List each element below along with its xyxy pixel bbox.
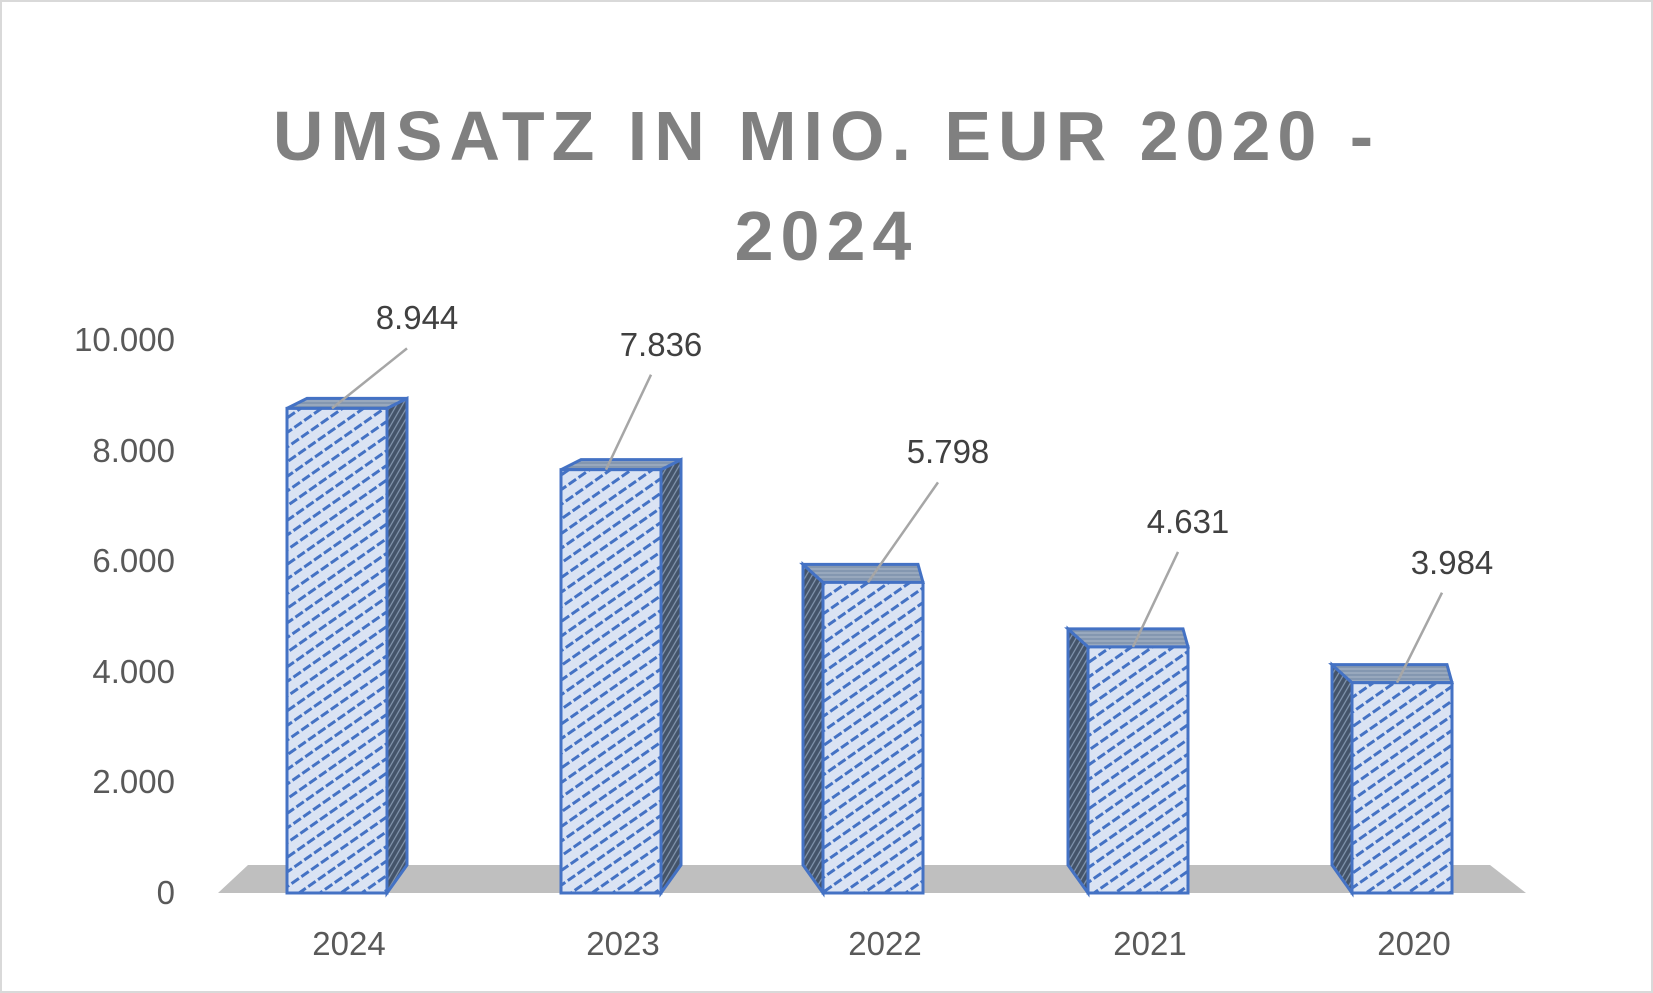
bar-side-face xyxy=(1066,625,1090,898)
data-label-2022: 5.798 xyxy=(906,433,990,471)
x-axis-tick-label: 2023 xyxy=(586,925,660,962)
bar-side-face xyxy=(385,395,409,898)
x-axis-tick-label: 2022 xyxy=(848,925,922,962)
leader-line xyxy=(1395,592,1444,684)
y-axis-tick-label: 0 xyxy=(156,874,175,911)
bar-side-face xyxy=(801,561,825,898)
y-axis-tick-label: 6.000 xyxy=(92,542,175,580)
x-axis-tick-label: 2021 xyxy=(1113,925,1187,962)
data-label-2023: 7.836 xyxy=(619,325,703,363)
bar-front-face xyxy=(559,468,663,895)
bar-side-face xyxy=(659,457,683,898)
bar-2020 xyxy=(1328,592,1454,898)
bar-2021 xyxy=(1064,551,1190,898)
x-axis-tick-label: 2024 xyxy=(312,925,386,962)
bar-2023 xyxy=(559,374,683,898)
x-axis-tick-label: 2020 xyxy=(1377,925,1451,962)
data-label-2024: 8.944 xyxy=(375,299,459,337)
chart-title-line-2: 2024 xyxy=(734,197,919,275)
bar-front-face xyxy=(821,580,925,895)
bar-2022 xyxy=(799,481,940,898)
bar-top-face xyxy=(1328,663,1454,685)
bar-top-face xyxy=(799,562,925,584)
bar-2024 xyxy=(285,347,409,898)
bar-front-face xyxy=(1086,645,1190,895)
bar-top-face xyxy=(1064,627,1190,649)
leader-line xyxy=(866,481,940,584)
data-label-2021: 4.631 xyxy=(1146,502,1230,540)
bar-front-face xyxy=(285,406,389,895)
leader-line xyxy=(1131,551,1180,648)
y-axis-tick-label: 8.000 xyxy=(92,431,175,469)
bar-side-face xyxy=(1330,661,1354,898)
leader-line xyxy=(604,374,653,471)
chart-title-line-1: UMSATZ IN MIO. EUR 2020 - xyxy=(272,97,1381,175)
y-axis-tick-label: 2.000 xyxy=(92,763,175,801)
bar-front-face xyxy=(1350,681,1454,895)
y-axis-tick-label: 4.000 xyxy=(92,652,175,690)
leader-line xyxy=(331,347,408,410)
data-label-2020: 3.984 xyxy=(1410,543,1494,581)
y-axis-tick-label: 10.000 xyxy=(74,321,175,358)
